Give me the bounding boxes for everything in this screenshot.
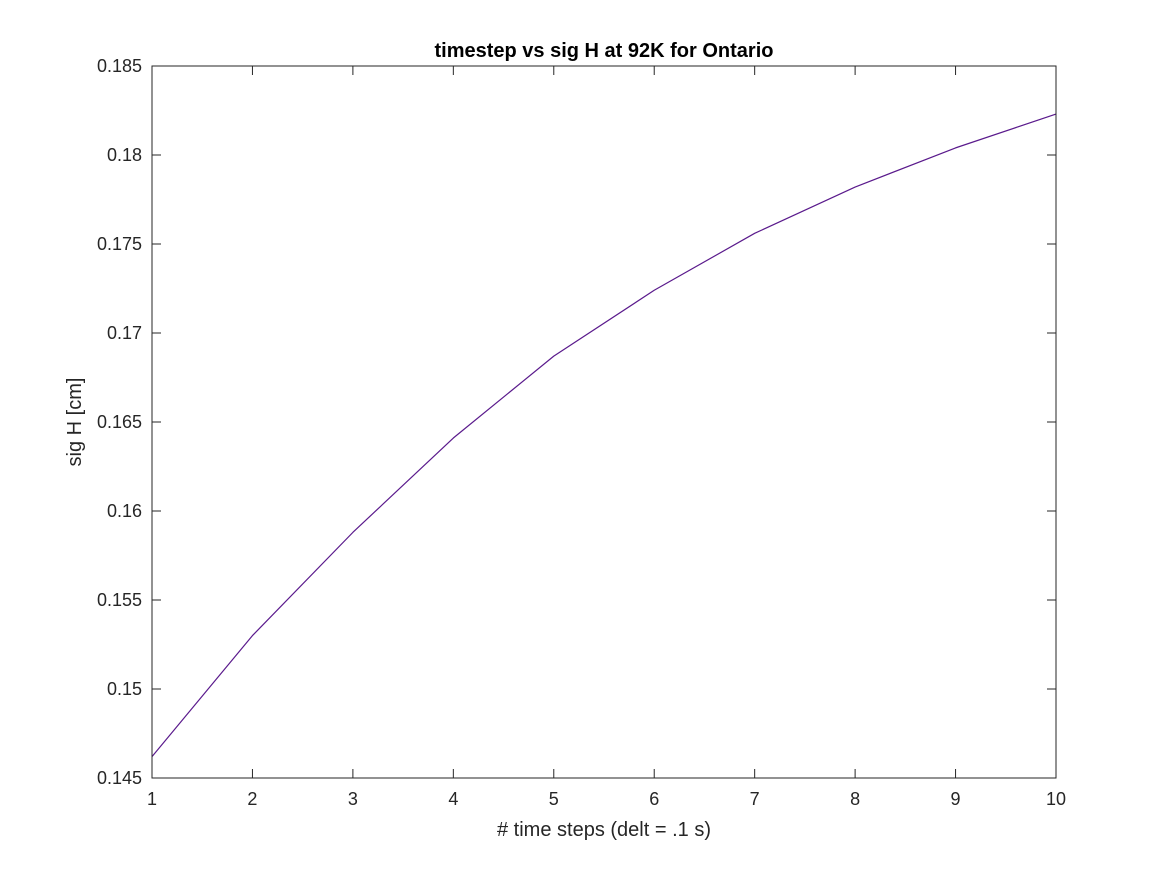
y-tick-label: 0.155: [97, 590, 142, 610]
x-tick-label: 8: [850, 789, 860, 809]
y-tick-label: 0.185: [97, 56, 142, 76]
plot-area: [152, 66, 1056, 778]
y-tick-label: 0.175: [97, 234, 142, 254]
y-tick-label: 0.18: [107, 145, 142, 165]
y-tick-label: 0.17: [107, 323, 142, 343]
x-tick-label: 4: [448, 789, 458, 809]
y-tick-label: 0.165: [97, 412, 142, 432]
x-tick-label: 6: [649, 789, 659, 809]
x-tick-label: 1: [147, 789, 157, 809]
x-tick-label: 2: [247, 789, 257, 809]
ticks-layer: 1 2 3 4 5 6 7 8 9 10 0.145 0.15 0.155 0.16 0.165 0.17 0.…: [97, 56, 1066, 809]
x-axis-label: # time steps (delt = .1 s): [497, 819, 711, 841]
y-tick-label: 0.145: [97, 768, 142, 788]
series-layer: [151, 113, 1057, 758]
x-tick-label: 5: [549, 789, 559, 809]
chart-title: timestep vs sig H at 92K for Ontario: [435, 40, 774, 62]
x-tick-label: 3: [348, 789, 358, 809]
x-tick-label: 7: [750, 789, 760, 809]
series-line: [151, 113, 1057, 758]
y-tick-label: 0.15: [107, 679, 142, 699]
x-tick-label: 9: [951, 789, 961, 809]
y-axis-label: sig H [cm]: [64, 378, 86, 467]
y-tick-label: 0.16: [107, 501, 142, 521]
x-tick-label: 10: [1046, 789, 1066, 809]
